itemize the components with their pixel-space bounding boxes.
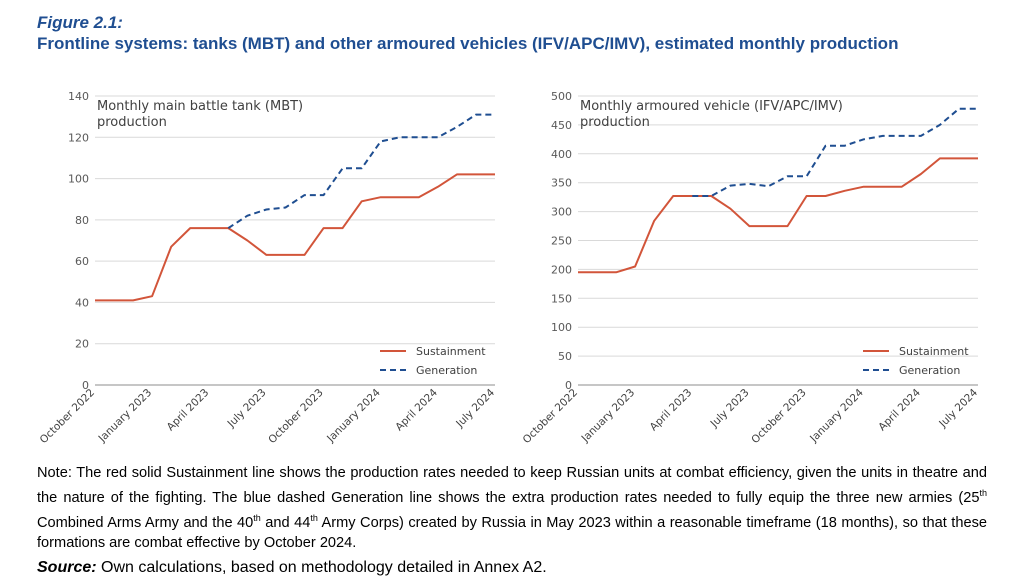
series-line-sustainment <box>578 157 978 274</box>
y-tick-label: 200 <box>551 263 572 276</box>
legend-label-generation: Generation <box>416 364 477 377</box>
y-tick-label: 20 <box>75 338 89 351</box>
legend-label-sustainment: Sustainment <box>899 345 969 358</box>
y-tick-label: 250 <box>551 235 572 248</box>
source-label: Source: <box>37 559 97 576</box>
series-line-sustainment <box>95 173 495 302</box>
x-tick-label: October 2023 <box>266 387 325 446</box>
y-tick-label: 50 <box>558 350 572 363</box>
y-tick-label: 300 <box>551 206 572 219</box>
x-tick-label: October 2022 <box>38 387 97 446</box>
figure-title: Frontline systems: tanks (MBT) and other… <box>37 34 899 53</box>
ordinal-suffix: th <box>310 512 318 523</box>
figure-heading: Figure 2.1: Frontline systems: tanks (MB… <box>37 12 997 54</box>
x-tick-label: July 2024 <box>936 386 980 430</box>
x-tick-label: July 2023 <box>708 387 752 431</box>
legend-label-sustainment: Sustainment <box>416 345 486 358</box>
chart-title-line: Monthly main battle tank (MBT) <box>97 99 303 114</box>
y-tick-label: 40 <box>75 296 89 309</box>
ordinal-suffix: th <box>253 512 261 523</box>
y-tick-label: 350 <box>551 177 572 190</box>
y-tick-label: 100 <box>551 321 572 334</box>
y-tick-label: 140 <box>68 90 89 103</box>
x-tick-label: January 2024 <box>807 386 866 445</box>
x-tick-label: January 2024 <box>324 386 383 445</box>
x-tick-label: October 2022 <box>521 387 580 446</box>
source-text: Own calculations, based on methodology d… <box>101 559 547 576</box>
series-line-generation <box>692 107 978 197</box>
ordinal-suffix: th <box>979 488 987 498</box>
chart-title-line: Monthly armoured vehicle (IFV/APC/IMV) <box>580 99 843 114</box>
x-tick-label: April 2024 <box>393 386 440 433</box>
armoured-vehicle-production-chart: 0 50 100 150 200 250 300 350 400 450 500 October 20… <box>521 90 981 446</box>
chart-title-line: production <box>97 115 167 130</box>
x-tick-label: October 2023 <box>749 387 808 446</box>
figure-label: Figure 2.1: <box>37 13 123 32</box>
x-tick-label: January 2023 <box>579 387 638 446</box>
x-tick-label: July 2024 <box>453 386 497 430</box>
x-tick-label: January 2023 <box>96 387 155 446</box>
y-tick-label: 0 <box>565 379 572 392</box>
chart-title-line: production <box>580 115 650 130</box>
figure-source: Source: Own calculations, based on metho… <box>37 559 547 577</box>
x-tick-label: April 2023 <box>165 387 212 434</box>
x-tick-label: April 2024 <box>876 386 923 433</box>
y-tick-label: 0 <box>82 379 89 392</box>
y-tick-label: 60 <box>75 255 89 268</box>
figure-note: Note: The red solid Sustainment line sho… <box>37 465 987 551</box>
legend-label-generation: Generation <box>899 364 960 377</box>
y-tick-label: 150 <box>551 292 572 305</box>
y-tick-label: 120 <box>68 131 89 144</box>
y-tick-label: 400 <box>551 148 572 161</box>
y-tick-label: 100 <box>68 173 89 186</box>
x-tick-label: July 2023 <box>225 387 269 431</box>
y-tick-label: 80 <box>75 214 89 227</box>
y-tick-label: 500 <box>551 90 572 103</box>
x-tick-label: April 2023 <box>648 387 695 434</box>
series-line-generation <box>227 113 495 229</box>
y-tick-label: 450 <box>551 119 572 132</box>
